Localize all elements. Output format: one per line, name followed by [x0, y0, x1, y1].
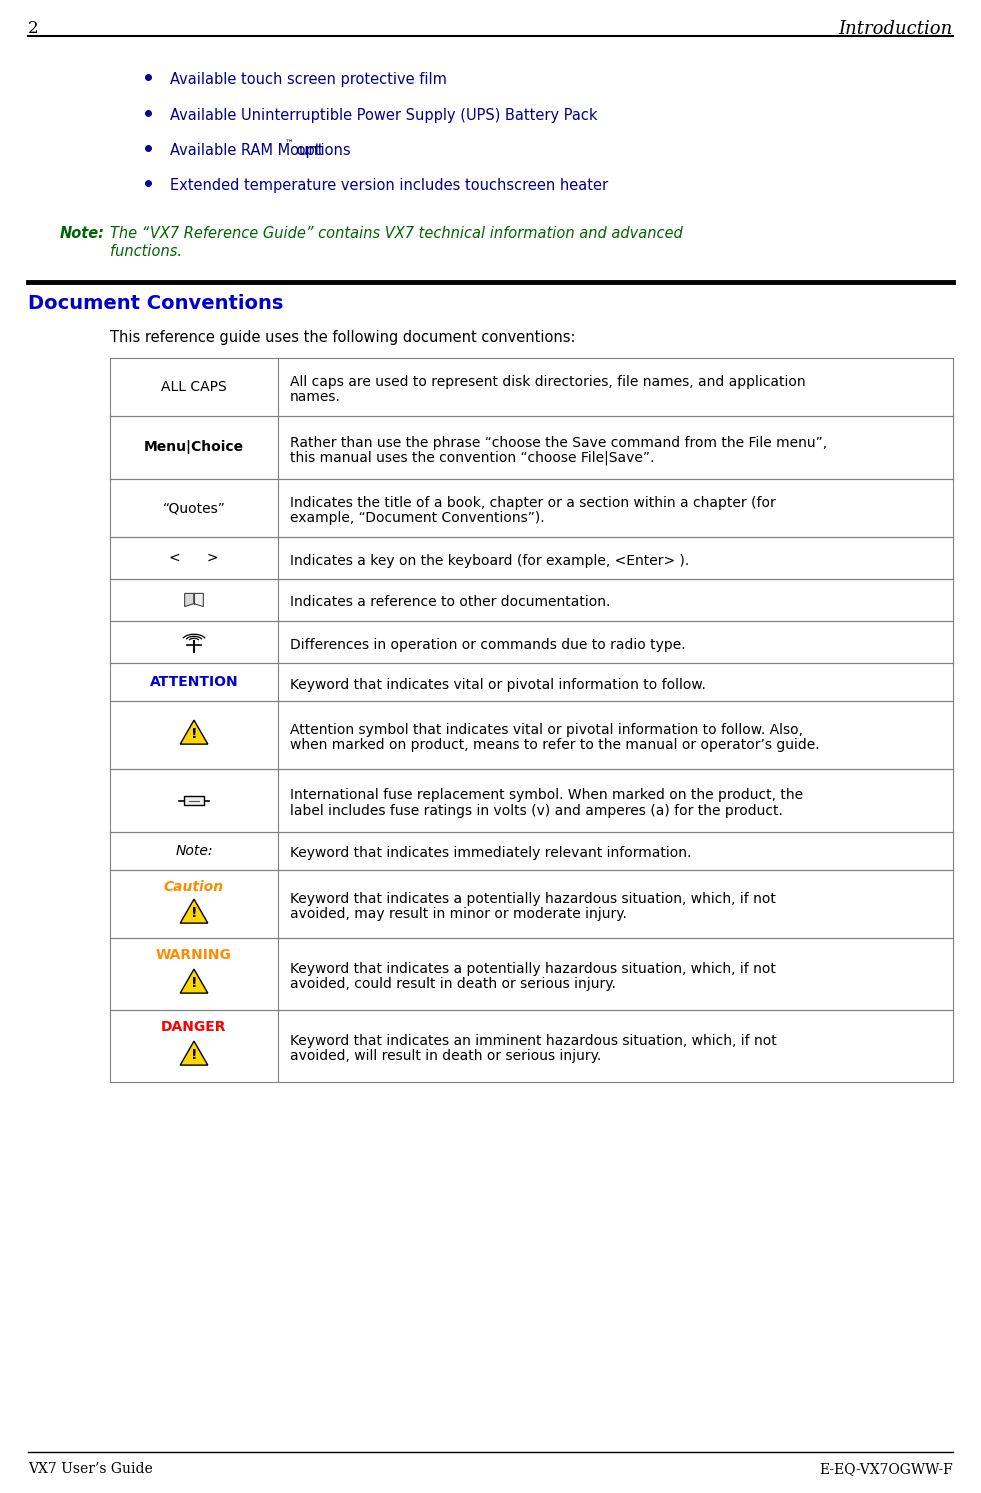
Text: E-EQ-VX7OGWW-F: E-EQ-VX7OGWW-F [819, 1462, 953, 1477]
Text: Indicates a reference to other documentation.: Indicates a reference to other documenta… [290, 596, 610, 609]
Text: Indicates a key on the keyboard (for example, <Enter> ).: Indicates a key on the keyboard (for exa… [290, 554, 690, 567]
Text: Extended temperature version includes touchscreen heater: Extended temperature version includes to… [170, 178, 608, 193]
Text: Note:: Note: [176, 844, 213, 858]
Polygon shape [194, 593, 203, 606]
Text: 2: 2 [28, 19, 38, 37]
Text: Attention symbol that indicates vital or pivotal information to follow. Also,: Attention symbol that indicates vital or… [290, 723, 803, 738]
Polygon shape [181, 969, 208, 993]
Text: example, “Document Conventions”).: example, “Document Conventions”). [290, 511, 544, 526]
Text: names.: names. [290, 390, 340, 405]
Text: Rather than use the phrase “choose the Save command from the File menu”,: Rather than use the phrase “choose the S… [290, 436, 827, 449]
Text: ™: ™ [284, 139, 294, 148]
Polygon shape [181, 1041, 208, 1065]
Text: avoided, will result in death or serious injury.: avoided, will result in death or serious… [290, 1050, 601, 1063]
Text: All caps are used to represent disk directories, file names, and application: All caps are used to represent disk dire… [290, 375, 805, 390]
Text: !: ! [190, 976, 197, 990]
Text: !: ! [190, 906, 197, 920]
Text: options: options [292, 143, 350, 158]
Text: Keyword that indicates vital or pivotal information to follow.: Keyword that indicates vital or pivotal … [290, 678, 706, 691]
Text: DANGER: DANGER [161, 1020, 227, 1035]
Text: Note:: Note: [60, 225, 105, 240]
Text: avoided, may result in minor or moderate injury.: avoided, may result in minor or moderate… [290, 908, 627, 921]
Text: “Quotes”: “Quotes” [163, 502, 226, 515]
Text: International fuse replacement symbol. When marked on the product, the: International fuse replacement symbol. W… [290, 788, 803, 803]
Text: VX7 User’s Guide: VX7 User’s Guide [28, 1462, 153, 1477]
Bar [184, 796, 204, 805]
Text: Keyword that indicates a potentially hazardous situation, which, if not: Keyword that indicates a potentially haz… [290, 961, 776, 976]
Text: <      >: < > [170, 551, 219, 564]
Text: This reference guide uses the following document conventions:: This reference guide uses the following … [110, 330, 576, 345]
Text: when marked on product, means to refer to the manual or operator’s guide.: when marked on product, means to refer t… [290, 738, 819, 752]
Polygon shape [184, 593, 194, 606]
Text: ALL CAPS: ALL CAPS [161, 381, 227, 394]
Text: Keyword that indicates an imminent hazardous situation, which, if not: Keyword that indicates an imminent hazar… [290, 1035, 777, 1048]
Polygon shape [181, 720, 208, 744]
Text: Caution: Caution [164, 879, 224, 894]
Polygon shape [181, 899, 208, 923]
Text: this manual uses the convention “choose File|Save”.: this manual uses the convention “choose … [290, 451, 654, 464]
Text: !: ! [190, 1048, 197, 1062]
Text: Available Uninterruptible Power Supply (UPS) Battery Pack: Available Uninterruptible Power Supply (… [170, 107, 597, 122]
Text: Available touch screen protective film: Available touch screen protective film [170, 72, 447, 87]
Text: Available RAM Mount: Available RAM Mount [170, 143, 324, 158]
Text: Differences in operation or commands due to radio type.: Differences in operation or commands due… [290, 638, 686, 651]
Text: functions.: functions. [110, 243, 182, 258]
Text: Keyword that indicates immediately relevant information.: Keyword that indicates immediately relev… [290, 847, 692, 860]
Text: The “VX7 Reference Guide” contains VX7 technical information and advanced: The “VX7 Reference Guide” contains VX7 t… [110, 225, 683, 240]
Text: label includes fuse ratings in volts (v) and amperes (a) for the product.: label includes fuse ratings in volts (v)… [290, 803, 783, 818]
Text: ATTENTION: ATTENTION [150, 675, 238, 688]
Text: Menu|Choice: Menu|Choice [144, 440, 244, 454]
Text: avoided, could result in death or serious injury.: avoided, could result in death or seriou… [290, 976, 616, 991]
Text: !: ! [190, 727, 197, 741]
Text: Introduction: Introduction [839, 19, 953, 37]
Text: Keyword that indicates a potentially hazardous situation, which, if not: Keyword that indicates a potentially haz… [290, 891, 776, 906]
Text: Document Conventions: Document Conventions [28, 294, 284, 314]
Text: Indicates the title of a book, chapter or a section within a chapter (for: Indicates the title of a book, chapter o… [290, 496, 776, 511]
Text: WARNING: WARNING [156, 948, 232, 961]
